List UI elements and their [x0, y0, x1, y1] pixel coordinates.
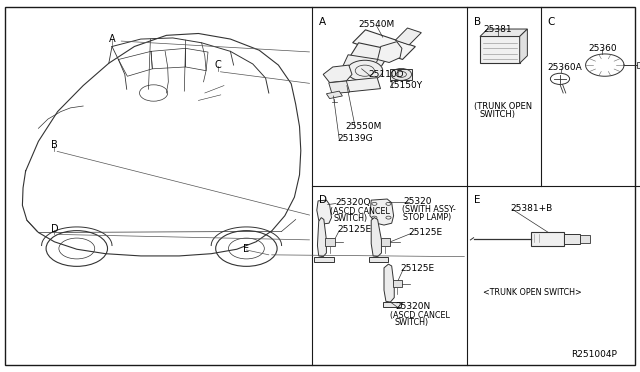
Polygon shape: [317, 200, 332, 224]
Polygon shape: [353, 30, 415, 60]
Polygon shape: [378, 42, 402, 62]
Text: SWITCH): SWITCH): [480, 110, 516, 119]
Text: B: B: [474, 17, 481, 27]
Polygon shape: [326, 91, 342, 99]
Text: (ASCD CANCEL: (ASCD CANCEL: [390, 311, 451, 320]
Polygon shape: [371, 218, 381, 257]
Text: SWITCH): SWITCH): [395, 318, 429, 327]
Text: 15150Y: 15150Y: [388, 81, 422, 90]
Bar: [369, 257, 388, 262]
Polygon shape: [384, 264, 394, 302]
Polygon shape: [317, 218, 326, 257]
Text: 25320N: 25320N: [395, 302, 430, 311]
Text: (TRUNK OPEN: (TRUNK OPEN: [474, 102, 532, 110]
Bar: [381, 238, 390, 246]
Text: (SWITH ASSY-: (SWITH ASSY-: [402, 205, 456, 214]
Bar: [580, 235, 590, 243]
Text: 25125E: 25125E: [337, 225, 371, 234]
Text: <TRUNK OPEN SWITCH>: <TRUNK OPEN SWITCH>: [483, 288, 582, 296]
Text: SWITCH): SWITCH): [333, 214, 367, 223]
Text: 25110D: 25110D: [368, 70, 403, 79]
Text: 25381+B: 25381+B: [511, 204, 553, 213]
Bar: [325, 238, 335, 246]
Text: 25540M: 25540M: [358, 20, 395, 29]
Bar: [564, 234, 580, 244]
Text: STOP LAMP): STOP LAMP): [403, 213, 451, 222]
Polygon shape: [329, 81, 349, 94]
Polygon shape: [370, 199, 394, 225]
Bar: [314, 257, 334, 262]
Text: C: C: [214, 60, 221, 70]
Bar: [637, 62, 640, 68]
Text: E: E: [474, 195, 480, 205]
Text: 25320: 25320: [403, 197, 432, 206]
Text: 25360: 25360: [589, 44, 618, 53]
Bar: [531, 232, 564, 246]
Text: D: D: [51, 224, 58, 234]
Text: R251004P: R251004P: [571, 350, 617, 359]
Text: 25360A: 25360A: [547, 63, 582, 72]
Text: A: A: [319, 17, 326, 27]
Polygon shape: [390, 69, 412, 80]
Text: E: E: [243, 244, 250, 254]
Text: A: A: [109, 34, 115, 44]
Text: 25550M: 25550M: [346, 122, 382, 131]
Bar: [383, 302, 401, 307]
Text: 25139G: 25139G: [337, 134, 373, 143]
Polygon shape: [396, 28, 421, 45]
Polygon shape: [344, 43, 392, 73]
Text: (ASCD CANCEL: (ASCD CANCEL: [330, 207, 390, 216]
Text: B: B: [51, 140, 58, 150]
Bar: [393, 280, 402, 287]
Text: 25125E: 25125E: [408, 228, 442, 237]
Polygon shape: [480, 29, 527, 36]
Polygon shape: [520, 29, 527, 63]
Text: 25381: 25381: [483, 25, 512, 34]
Circle shape: [347, 60, 383, 81]
Text: 25125E: 25125E: [400, 264, 434, 273]
Bar: [480, 36, 520, 63]
Polygon shape: [330, 78, 381, 93]
Text: 25320Q: 25320Q: [335, 198, 371, 207]
Text: D: D: [319, 195, 327, 205]
Text: C: C: [547, 17, 555, 27]
Polygon shape: [339, 55, 378, 79]
Polygon shape: [323, 65, 352, 83]
